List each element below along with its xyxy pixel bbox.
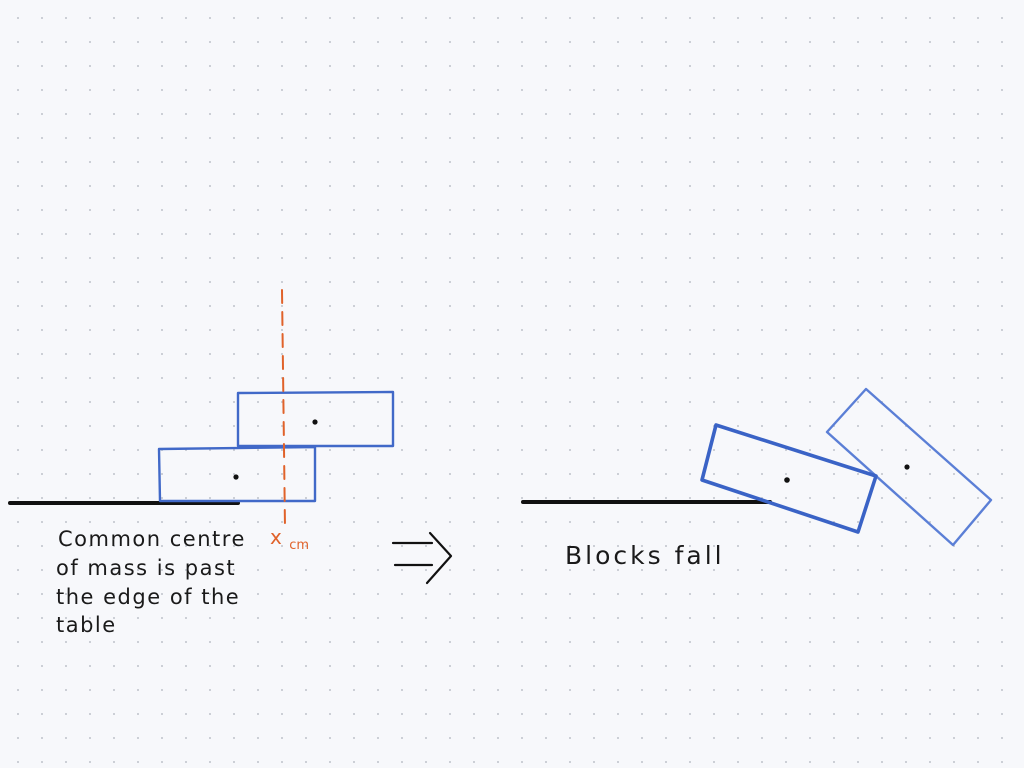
left-caption-line-2: of mass is past bbox=[56, 556, 236, 580]
left-caption-line-1: Common centre bbox=[58, 527, 246, 551]
bottom-block-centre-dot bbox=[233, 474, 239, 480]
top-block-centre-dot bbox=[312, 419, 318, 425]
centre-of-mass-label: x cm bbox=[270, 525, 309, 553]
left-caption: Common centre of mass is past the edge o… bbox=[56, 527, 254, 637]
centre-of-mass-line bbox=[281, 289, 286, 529]
right-caption: Blocks fall bbox=[565, 541, 725, 570]
left-scene: x cm Common centre of mass is past the e… bbox=[8, 289, 395, 637]
left-caption-line-4: table bbox=[56, 613, 117, 637]
falling-block-front-centre-dot bbox=[784, 477, 790, 483]
centre-of-mass-label-subscript: cm bbox=[289, 538, 309, 553]
left-caption-line-3: the edge of the bbox=[56, 585, 240, 609]
falling-block-rear bbox=[825, 387, 993, 547]
implies-arrow-head bbox=[425, 531, 453, 585]
bottom-block bbox=[157, 445, 317, 503]
falling-block-rear-centre-dot bbox=[904, 464, 910, 470]
top-block bbox=[236, 390, 395, 448]
centre-of-mass-label-main: x bbox=[270, 525, 282, 549]
implies-arrow: ⇒ bbox=[391, 531, 453, 585]
right-scene: Blocks fall bbox=[521, 387, 993, 570]
falling-block-front bbox=[700, 423, 878, 534]
